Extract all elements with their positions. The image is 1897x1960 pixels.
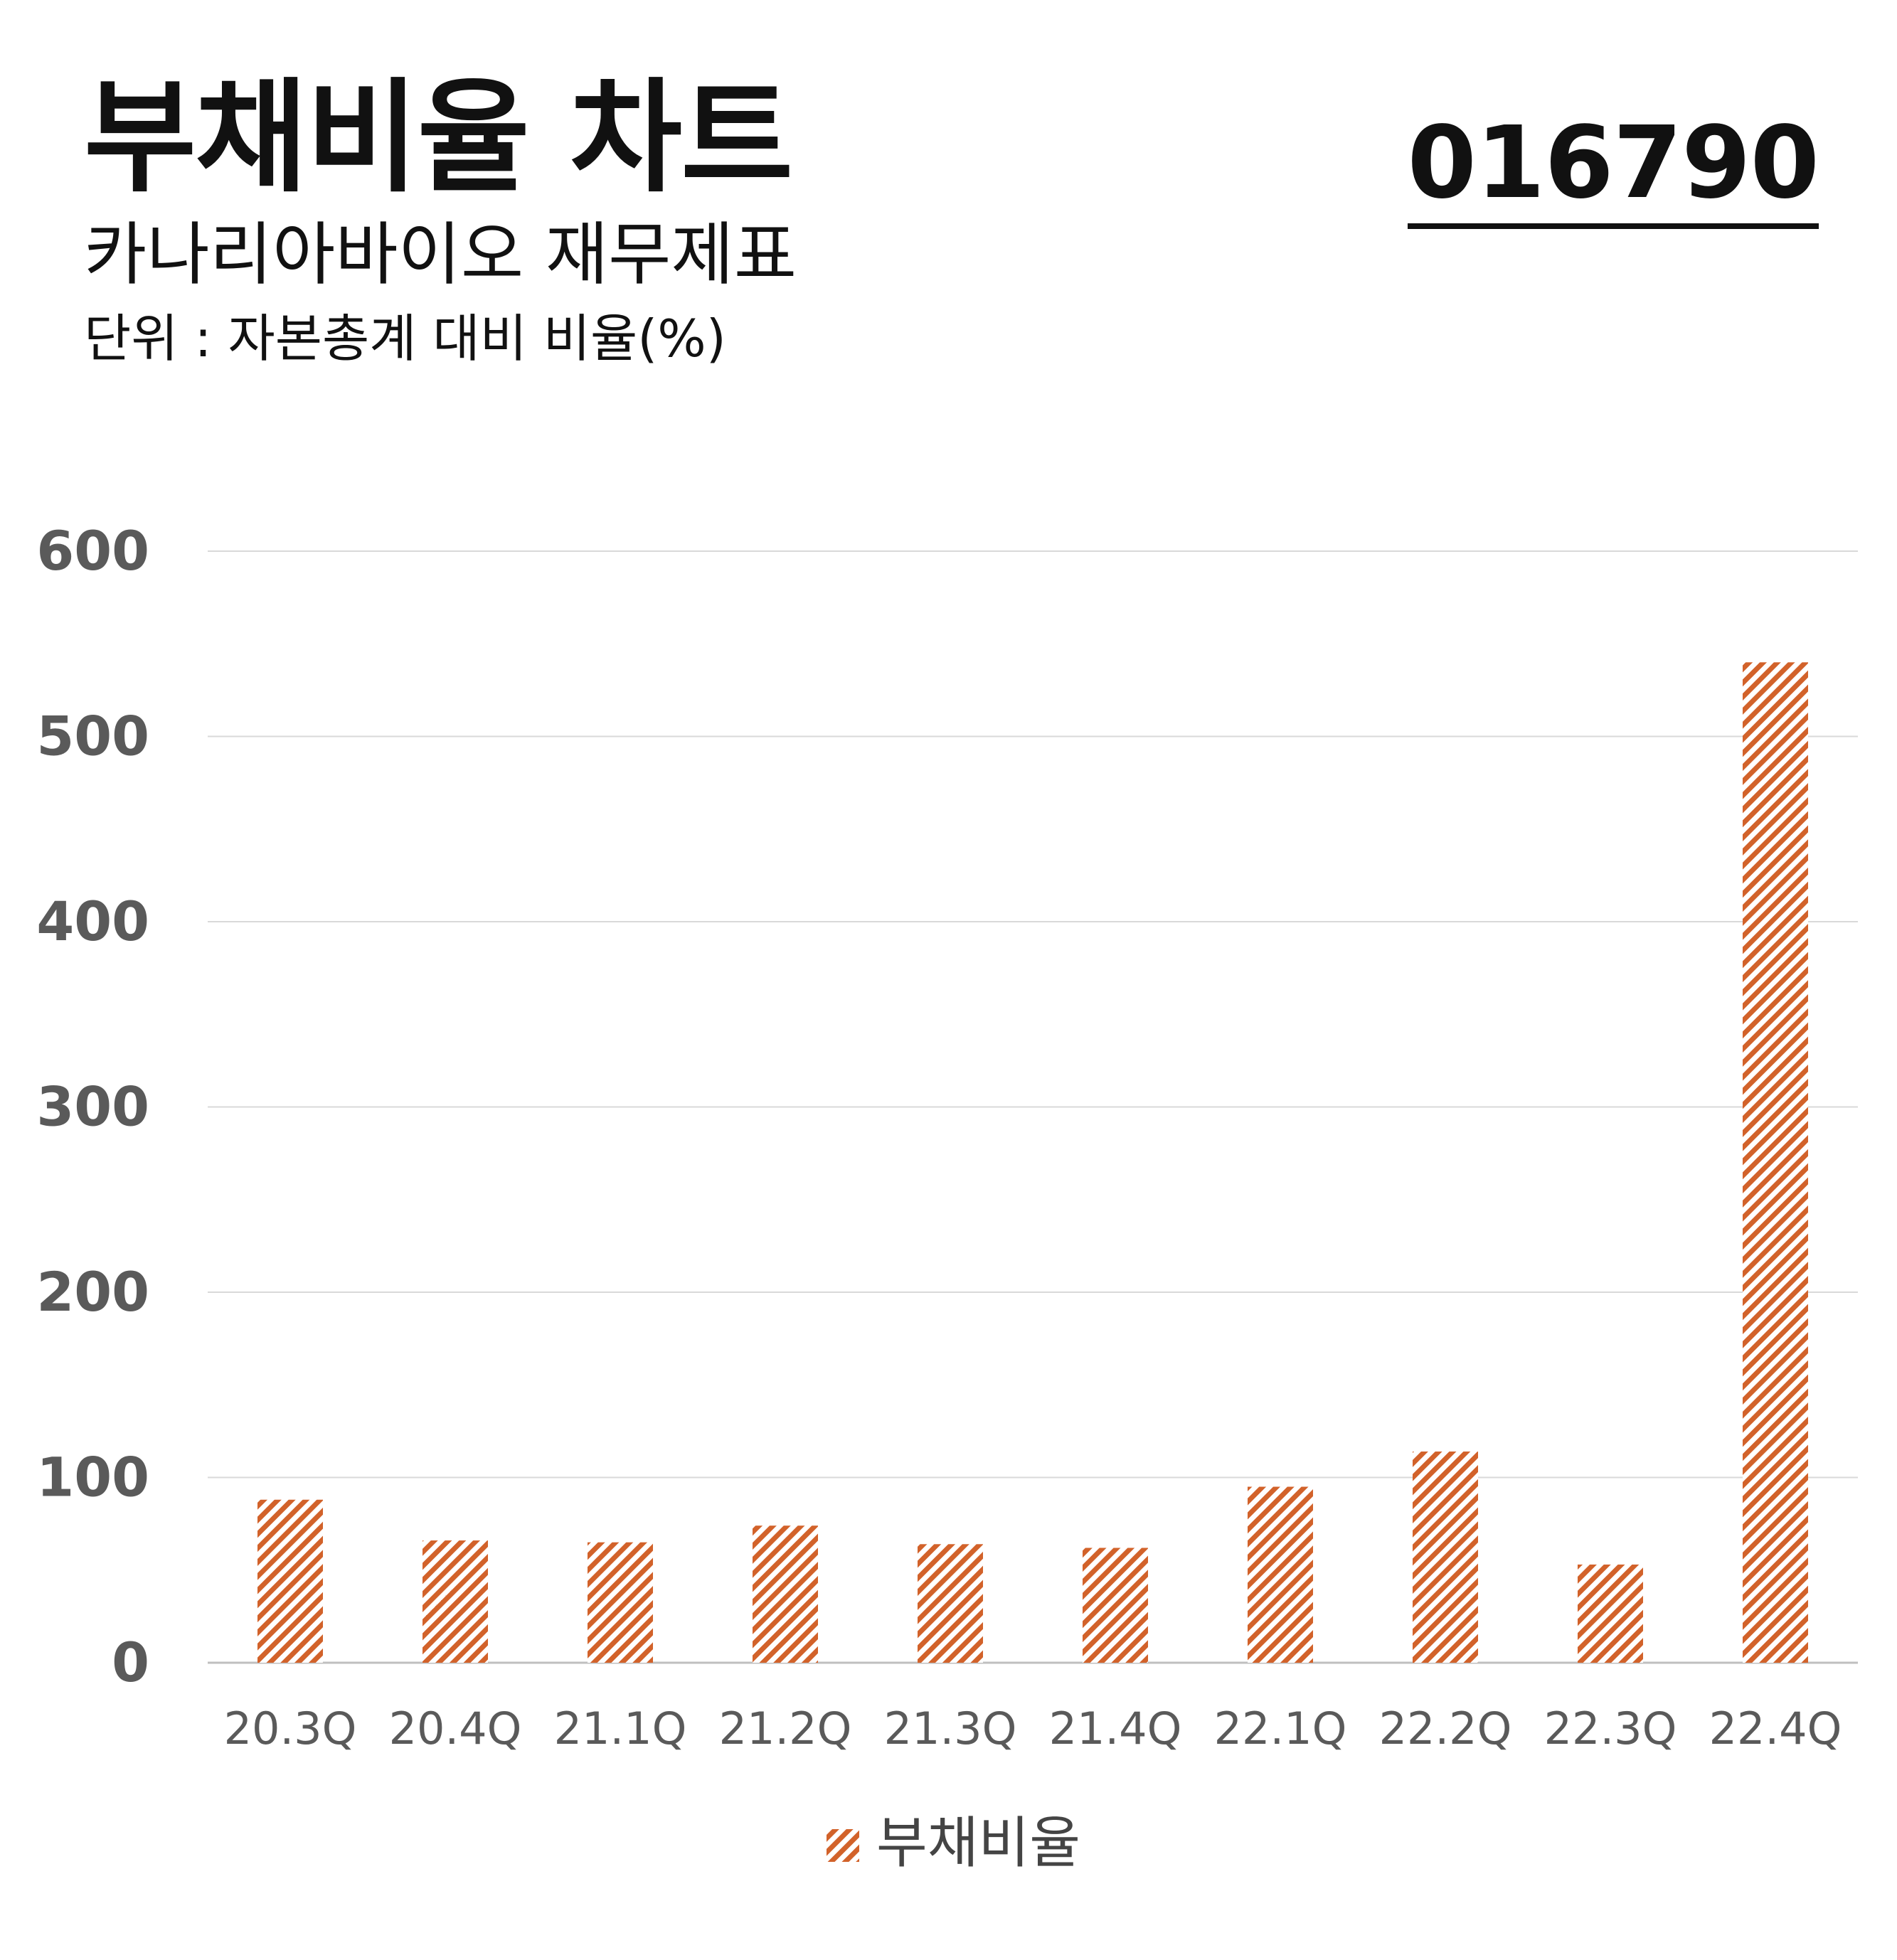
legend-label: 부채비율 [876, 1811, 1080, 1875]
bars [257, 662, 1808, 1663]
bar-20.4Q [423, 1540, 488, 1663]
y-tick-label: 200 [36, 1260, 149, 1323]
x-tick-label: 21.4Q [1049, 1703, 1182, 1754]
y-axis-ticks: 0 100 200 300 400 500 600 [36, 519, 149, 1694]
x-tick-label: 20.4Q [389, 1703, 522, 1754]
x-tick-label: 22.2Q [1379, 1703, 1512, 1754]
bar-21.3Q [918, 1544, 983, 1663]
y-tick-label: 0 [112, 1631, 149, 1694]
x-tick-label: 21.1Q [554, 1703, 687, 1754]
bar-22.1Q [1248, 1486, 1313, 1663]
y-tick-label: 500 [36, 705, 149, 768]
y-tick-label: 400 [36, 890, 149, 953]
legend: 부채비율 [827, 1811, 1080, 1875]
x-tick-label: 22.4Q [1709, 1703, 1842, 1754]
stock-code: 016790 [1407, 114, 1819, 229]
legend-swatch [827, 1829, 859, 1862]
page-title: 부채비율 차트 [84, 66, 793, 209]
gridlines [208, 550, 1858, 1664]
x-tick-label: 21.2Q [719, 1703, 852, 1754]
bar-22.2Q [1413, 1452, 1478, 1663]
y-tick-label: 100 [36, 1446, 149, 1509]
bar-21.1Q [588, 1542, 653, 1663]
y-tick-label: 600 [36, 519, 149, 582]
x-axis-ticks: 20.3Q 20.4Q 21.1Q 21.2Q 21.3Q 21.4Q 22.1Q 22.2Q… [224, 1703, 1842, 1754]
bar-21.4Q [1083, 1548, 1148, 1663]
bar-20.3Q [257, 1499, 323, 1663]
bar-21.2Q [753, 1525, 818, 1663]
bar-22.4Q [1743, 662, 1808, 1663]
x-tick-label: 22.1Q [1214, 1703, 1347, 1754]
y-tick-label: 300 [36, 1075, 149, 1139]
x-tick-label: 22.3Q [1544, 1703, 1677, 1754]
bar-22.3Q [1578, 1564, 1643, 1663]
unit-label: 단위 : 자본총계 대비 비율(%) [84, 309, 726, 368]
x-tick-label: 21.3Q [884, 1703, 1017, 1754]
page-subtitle: 카나리아바이오 재무제표 [84, 215, 797, 294]
x-tick-label: 20.3Q [224, 1703, 357, 1754]
